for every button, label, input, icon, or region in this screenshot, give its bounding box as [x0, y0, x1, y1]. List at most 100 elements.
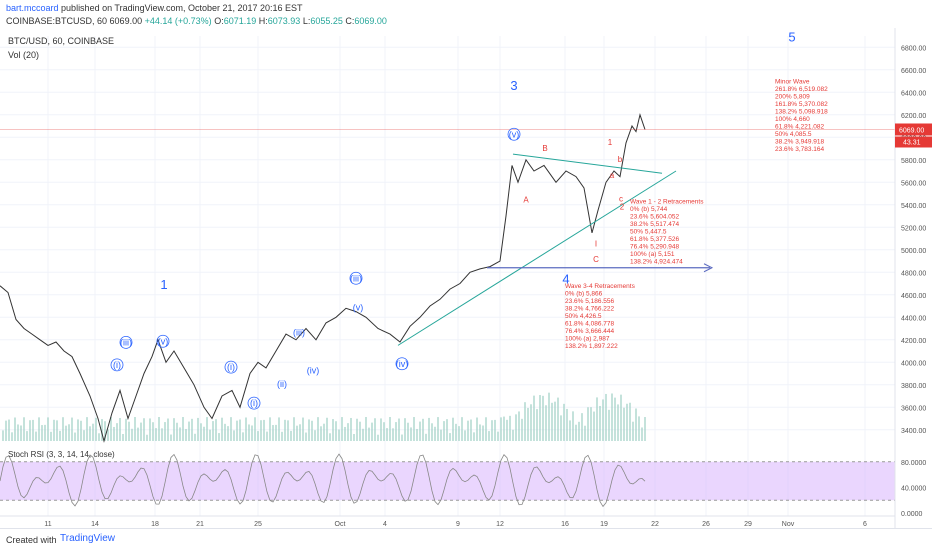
annotation-line: 138.2% 5,098.918	[775, 108, 828, 115]
time-tick-label: 25	[254, 521, 262, 528]
annotation-line: 23.6% 5,186.556	[565, 298, 615, 305]
last-price: 6069.00	[109, 16, 143, 26]
wave-label: (iii)	[120, 337, 132, 347]
price-tick-label: 6600.00	[901, 68, 926, 75]
price-tick-label: 4200.00	[901, 338, 926, 345]
low-value: 6055.25	[310, 16, 343, 26]
annotation-line: 38.2% 4,766.222	[565, 306, 615, 313]
annotation-line: 138.2% 4,924.474	[630, 259, 683, 266]
created-with: Created with	[6, 535, 57, 545]
price-tick-label: 6200.00	[901, 113, 926, 120]
annotation-line: 100% 4,660	[775, 116, 810, 123]
time-tick-label: 21	[196, 521, 204, 528]
wave-label-ring	[156, 334, 170, 348]
wave-label: (iv)	[307, 366, 320, 376]
wave-label: 1	[160, 277, 167, 292]
annotation-line: 23.6% 5,604.052	[630, 214, 680, 221]
time-tick-label: Oct	[335, 521, 346, 528]
red-label: A	[523, 196, 529, 205]
annotation-line: 38.2% 3,949.918	[775, 138, 825, 145]
time-tick-label: 19	[600, 521, 608, 528]
time-tick-label: 14	[91, 521, 99, 528]
author-link[interactable]: bart.mccoard	[6, 3, 59, 13]
price-tick-label: 6800.00	[901, 45, 926, 52]
annotation-line: 161.8% 5,370.082	[775, 101, 828, 108]
price-tick-label: 5000.00	[901, 248, 926, 255]
price-tick-label: 5200.00	[901, 225, 926, 232]
annotation-line: 50% 4,085.5	[775, 131, 812, 138]
footer: Created with TradingView	[0, 528, 932, 551]
wave-label-ring	[507, 127, 521, 141]
annotation-line: 38.2% 5,517.474	[630, 221, 680, 228]
publish-line: bart.mccoard published on TradingView.co…	[6, 3, 303, 13]
time-tick-label: 6	[863, 521, 867, 528]
time-tick-label: 26	[702, 521, 710, 528]
price-tick-label: 5600.00	[901, 180, 926, 187]
close-label: C:	[345, 16, 355, 26]
annotation-line: 0% (b) 5,866	[565, 291, 603, 298]
red-label: C	[593, 255, 599, 264]
open-label: O:	[214, 16, 224, 26]
red-labels: B A IC 1ba c2	[523, 138, 624, 264]
wave-label: (i)	[113, 360, 121, 370]
upper-trendline	[512, 153, 663, 174]
price-tick-label: 4600.00	[901, 293, 926, 300]
annotation-line: 100% (a) 5,151	[630, 251, 675, 258]
stoch-band	[0, 453, 895, 508]
annotation-line: 261.8% 6,519.082	[775, 86, 828, 93]
wave-label: 5	[788, 30, 795, 45]
volume-legend: Vol (20)	[8, 50, 39, 60]
wave4-arrow	[703, 263, 714, 273]
price-tick-label: 4800.00	[901, 270, 926, 277]
lower-trendline	[397, 170, 677, 346]
annotation-line: 100% (a) 2,987	[565, 336, 610, 343]
price-tick-label: 4400.00	[901, 315, 926, 322]
price-series	[0, 112, 646, 443]
annotation-line: 61.8% 4,221.082	[775, 123, 825, 130]
open-value: 6071.19	[223, 16, 257, 26]
wave-label-ring	[119, 335, 133, 349]
time-tick-label: 29	[744, 521, 752, 528]
high-label: H:	[258, 16, 268, 26]
annotation-line: 61.8% 5,377.526	[630, 236, 680, 243]
wave-label: (iii)	[293, 327, 305, 337]
red-label: 2	[620, 202, 625, 211]
price-line	[0, 112, 646, 443]
price-axis: 6800.006600.006400.006200.006000.005800.…	[894, 28, 932, 528]
wave-label: (iv)	[396, 359, 409, 369]
wave-label: (i)	[250, 398, 258, 408]
tradingview-brand[interactable]: TradingView	[60, 533, 116, 544]
stoch-tick-label: 80.0000	[901, 460, 926, 467]
symbol-label: COINBASE:BTCUSD, 60	[6, 16, 108, 26]
time-tick-label: 22	[651, 521, 659, 528]
time-tick-label: 11	[44, 521, 51, 528]
wave-label: (v)	[158, 336, 169, 346]
price-change: +44.14 (+0.73%)	[144, 16, 212, 26]
stoch-legend: Stoch RSI (3, 3, 14, 14, close)	[8, 450, 115, 459]
price-tick-label: 3600.00	[901, 405, 926, 412]
vol-tag	[895, 136, 932, 148]
annotation-line: 0% (b) 5,744	[630, 206, 668, 213]
wave-label: (i)	[227, 362, 235, 372]
red-label: c	[619, 194, 623, 203]
chart-area[interactable]: 1 (i) (iii) (v) (i) (i) (ii) (iii) (iv) (iii) (v) (…	[0, 28, 932, 528]
annotation-title: Minor Wave	[775, 78, 810, 85]
chart-header: bart.mccoard published on TradingView.co…	[0, 0, 932, 28]
annotation-line: 138.2% 1,897.222	[565, 343, 618, 350]
wave-label-ring	[349, 271, 363, 285]
annotation-line: 23.6% 3,783.164	[775, 146, 825, 153]
annotation-title: Wave 1 - 2 Retracements	[630, 199, 704, 206]
price-tick-label: 5400.00	[901, 203, 926, 210]
price-tick-label: 4000.00	[901, 360, 926, 367]
stoch-tick-label: 40.0000	[901, 485, 926, 492]
annotation-line: 200% 5,809	[775, 93, 810, 100]
annotation-line: 50% 5,447.5	[630, 229, 667, 236]
red-label: B	[542, 144, 547, 153]
price-tag	[895, 123, 932, 136]
symbol-legend: BTC/USD, 60, COINBASE	[8, 36, 114, 46]
time-tick-label: Nov	[782, 521, 795, 528]
wave-label: (ii)	[277, 379, 287, 389]
time-tick-label: 9	[456, 521, 460, 528]
publish-info: published on TradingView.com, October 21…	[61, 3, 303, 13]
price-tick-label: 3800.00	[901, 383, 926, 390]
